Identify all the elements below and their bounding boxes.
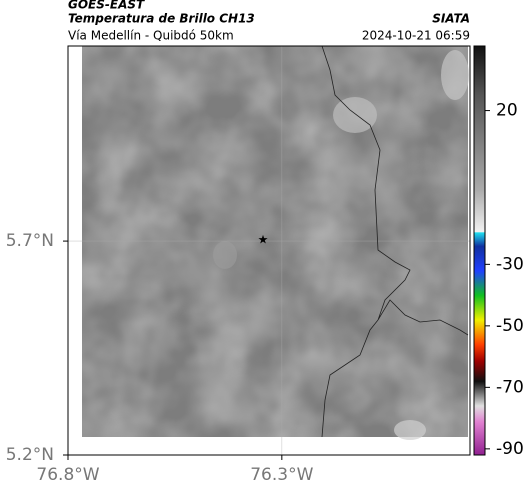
region: Vía Medellín - Quibdó 50km (68, 29, 234, 43)
product: Temperatura de Brillo CH13 (68, 12, 255, 26)
location-star: ★ (258, 233, 269, 247)
y-tick-label: 5.2°N (6, 445, 54, 465)
map-frame (67, 45, 471, 456)
timestamp: 2024-10-21 06:59 (362, 29, 470, 43)
border (321, 319, 379, 438)
x-tick-label: 76.8°W (36, 465, 99, 485)
y-tick-label: 5.7°N (6, 231, 54, 251)
source: SIATA (432, 12, 470, 26)
colorbar-tick-label: -90 (496, 439, 524, 459)
colorbar-tick-label: 20 (496, 101, 518, 121)
border (321, 45, 469, 336)
colorbar (473, 45, 486, 456)
colorbar-tick-label: -30 (496, 254, 524, 274)
satellite: GOES-EAST (68, 0, 145, 12)
imagery (82, 46, 469, 440)
x-tick-label: 76.3°W (250, 465, 313, 485)
colorbar-tick-label: -50 (496, 316, 524, 336)
colorbar-tick-label: -70 (496, 377, 524, 397)
